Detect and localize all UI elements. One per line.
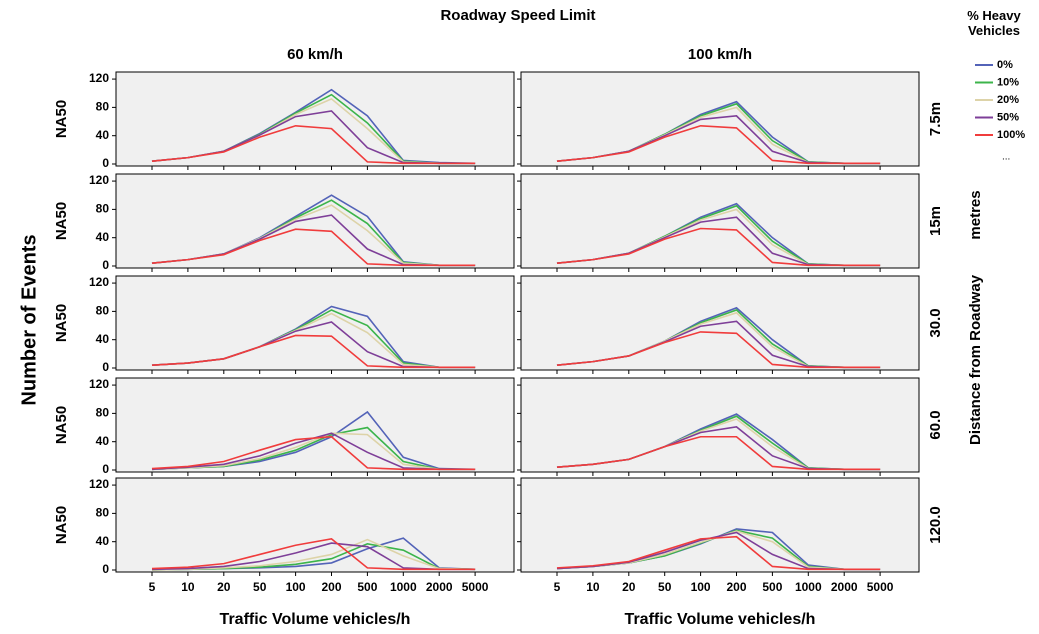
- y-tick-label: 40: [96, 332, 110, 346]
- y-tick-label: 120: [89, 477, 109, 491]
- y-tick-label: 80: [96, 202, 110, 216]
- x-tick-label: 200: [321, 580, 341, 594]
- x-tick-label: 200: [726, 580, 746, 594]
- row-header: 7.5m: [927, 102, 944, 136]
- legend-label: 100%: [997, 129, 1025, 141]
- legend-label: 10%: [997, 76, 1019, 88]
- y-tick-label: 120: [89, 71, 109, 85]
- y-tick-label: 120: [89, 275, 109, 289]
- x-tick-label: 2000: [426, 580, 453, 594]
- series-line: [151, 124, 476, 165]
- y-tick-label: 80: [96, 406, 110, 420]
- x-tick-label: 1000: [795, 580, 822, 594]
- y-tick-label: 0: [102, 462, 109, 476]
- x-tick-label: 50: [658, 580, 672, 594]
- legend-label: 0%: [997, 59, 1013, 71]
- row-header: 60.0: [927, 410, 944, 439]
- series-line: [556, 535, 881, 571]
- x-tick-label: 10: [181, 580, 195, 594]
- x-tick-label: 10: [586, 580, 600, 594]
- series-line: [556, 124, 881, 165]
- x-tick-label: 20: [622, 580, 636, 594]
- x-tick-label: 100: [286, 580, 306, 594]
- x-tick-label: 5: [554, 580, 561, 594]
- row-header: 15m: [927, 206, 944, 236]
- legend-more: ...: [1002, 152, 1010, 163]
- series-line: [151, 538, 476, 571]
- y-tick-label: 80: [96, 100, 110, 114]
- panel-y-label: NA50: [53, 100, 70, 138]
- x-tick-label: 2000: [831, 580, 858, 594]
- series-line: [556, 331, 881, 369]
- panel: [520, 173, 920, 269]
- column-header: 100 km/h: [688, 46, 752, 63]
- x-tick-label: 5000: [867, 580, 894, 594]
- x-axis-label: Traffic Volume vehicles/h: [625, 611, 816, 628]
- panel: [115, 275, 515, 371]
- x-tick-label: 20: [217, 580, 231, 594]
- y-tick-label: 80: [96, 506, 110, 520]
- series-line: [151, 228, 476, 267]
- x-tick-label: 100: [691, 580, 711, 594]
- series-line: [556, 435, 881, 471]
- x-tick-label: 50: [253, 580, 267, 594]
- row-axis-label: Distance from Roadway: [967, 274, 984, 445]
- row-header: 30.0: [927, 308, 944, 337]
- series-line: [151, 334, 476, 369]
- panel-y-label: NA50: [53, 304, 70, 342]
- panel: [115, 173, 515, 269]
- y-tick-label: 120: [89, 173, 109, 187]
- y-axis-label: Number of Events: [18, 234, 40, 405]
- panel: [520, 71, 920, 167]
- row-axis-unit: metres: [967, 190, 984, 239]
- column-header: 60 km/h: [287, 46, 343, 63]
- y-tick-label: 40: [96, 434, 110, 448]
- series-line: [151, 432, 476, 471]
- panel: [115, 377, 515, 473]
- series-line: [151, 538, 476, 571]
- x-axis-label: Traffic Volume vehicles/h: [220, 611, 411, 628]
- x-tick-label: 500: [762, 580, 782, 594]
- y-tick-label: 0: [102, 360, 109, 374]
- y-tick-label: 120: [89, 377, 109, 391]
- row-header: 120.0: [927, 506, 944, 544]
- panel: [115, 477, 515, 573]
- y-tick-label: 40: [96, 128, 110, 142]
- series-line: [151, 435, 476, 471]
- chart-title: Roadway Speed Limit: [440, 7, 595, 24]
- y-tick-label: 40: [96, 534, 110, 548]
- y-tick-label: 0: [102, 562, 109, 576]
- y-tick-label: 0: [102, 258, 109, 272]
- legend-title-box: % Heavy Vehicles: [967, 8, 1021, 38]
- series-line: [556, 227, 881, 267]
- y-tick-label: 80: [96, 304, 110, 318]
- panel: [520, 477, 920, 573]
- panel: [115, 71, 515, 167]
- x-tick-label: 5: [149, 580, 156, 594]
- panel-y-label: NA50: [53, 406, 70, 444]
- legend-title: % Heavy Vehicles: [967, 8, 1021, 38]
- x-tick-label: 5000: [462, 580, 489, 594]
- panel-y-label: NA50: [53, 506, 70, 544]
- legend-label: 20%: [997, 94, 1019, 106]
- legend-label: 50%: [997, 111, 1019, 123]
- y-tick-label: 0: [102, 156, 109, 170]
- panel-y-label: NA50: [53, 202, 70, 240]
- y-tick-label: 40: [96, 230, 110, 244]
- x-tick-label: 500: [357, 580, 377, 594]
- x-tick-label: 1000: [390, 580, 417, 594]
